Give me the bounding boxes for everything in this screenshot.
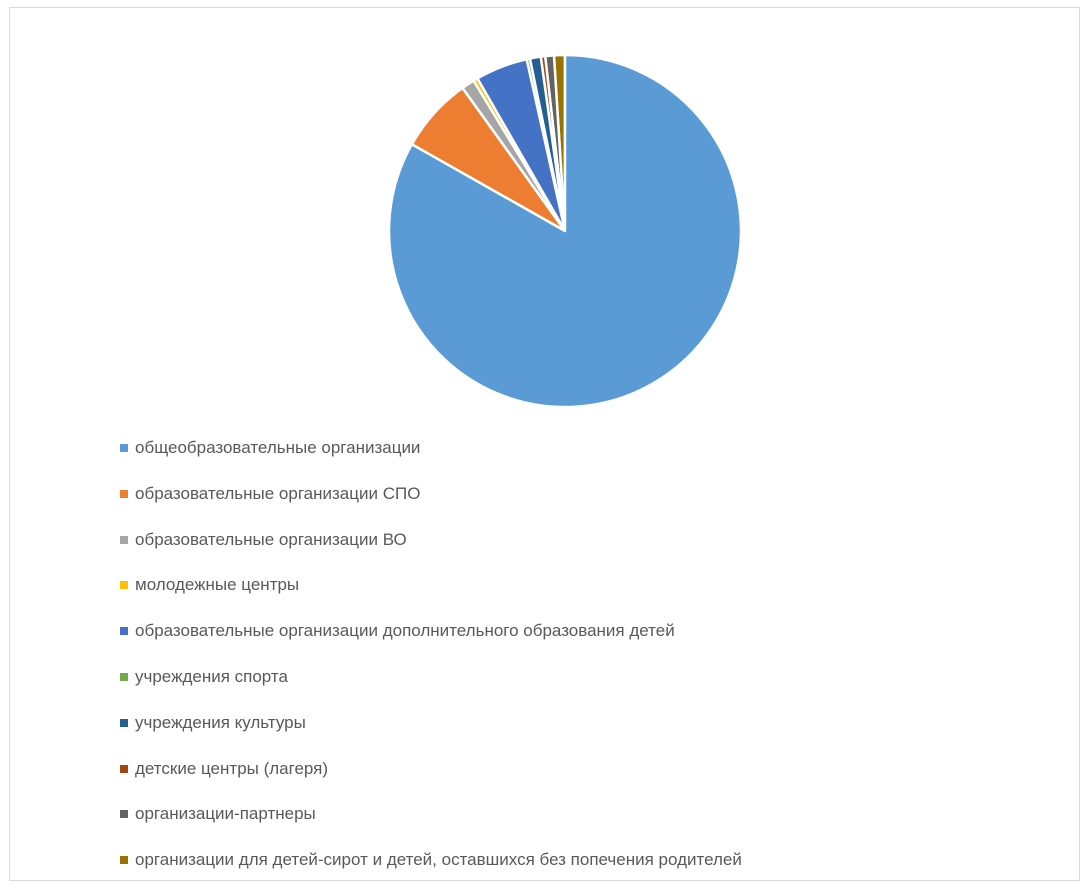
legend-item-youth-centers: молодежные центры — [120, 575, 742, 595]
legend-label: молодежные центры — [135, 575, 300, 595]
legend-item-children-camps: детские центры (лагеря) — [120, 759, 742, 779]
legend-swatch — [120, 856, 128, 865]
legend-swatch — [120, 672, 128, 681]
legend-swatch — [120, 444, 128, 452]
legend-item-general-education: общеобразовательные организации — [120, 438, 742, 458]
legend-label: организации-партнеры — [135, 804, 316, 824]
legend-item-culture: учреждения культуры — [120, 713, 742, 733]
legend-swatch — [120, 535, 128, 544]
legend-item-sport: учреждения спорта — [120, 667, 742, 687]
legend-label: учреждения культуры — [135, 712, 306, 732]
legend-item-vo: образовательные организации ВО — [120, 530, 742, 550]
legend-item-spo: образовательные организации СПО — [120, 484, 742, 504]
legend-item-orphans: организации для детей-сирот и детей, ост… — [120, 850, 742, 870]
legend-swatch — [120, 810, 128, 819]
pie-chart — [387, 53, 743, 409]
legend-swatch — [120, 489, 128, 498]
legend-swatch — [120, 718, 128, 727]
legend-label: образовательные организации ВО — [135, 529, 407, 549]
pie-slice-general-education — [387, 53, 743, 409]
legend-label: учреждения спорта — [135, 666, 288, 686]
legend-swatch — [120, 581, 128, 590]
legend-label: образовательные организации дополнительн… — [135, 621, 675, 641]
legend-swatch — [120, 764, 128, 773]
legend-item-partners: организации-партнеры — [120, 804, 742, 824]
legend-item-additional-education: образовательные организации дополнительн… — [120, 621, 742, 641]
legend-swatch — [120, 627, 128, 636]
legend-label: детские центры (лагеря) — [135, 758, 329, 778]
chart-area: общеобразовательные организации образова… — [9, 7, 1080, 881]
legend-label: общеобразовательные организации — [135, 438, 421, 457]
legend-label: образовательные организации СПО — [135, 483, 421, 503]
legend-label: организации для детей-сирот и детей, ост… — [135, 850, 742, 870]
chart-legend: общеобразовательные организации образова… — [120, 438, 742, 896]
